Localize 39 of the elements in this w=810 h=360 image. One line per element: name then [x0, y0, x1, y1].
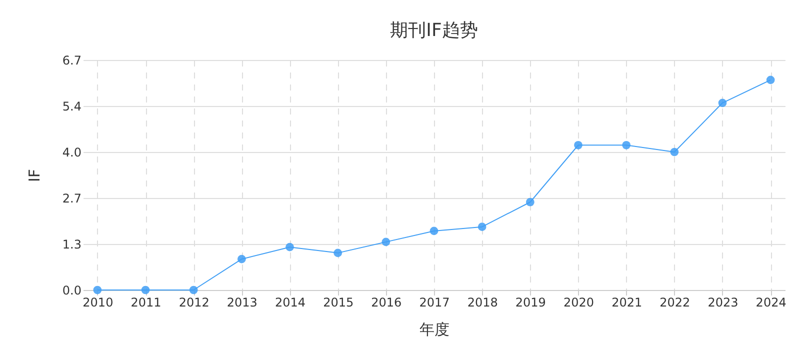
- x-tick-label: 2021: [612, 296, 642, 310]
- point: [286, 242, 294, 252]
- x-tick-label: 2011: [130, 296, 162, 310]
- point: [382, 238, 390, 246]
- point: [766, 76, 775, 84]
- point: [574, 140, 582, 150]
- x-tick-label: 2017: [419, 296, 450, 310]
- point: [334, 248, 342, 258]
- x-tick-label: 2020: [563, 296, 594, 310]
- chart-title: 期刊IF趋势: [390, 20, 478, 41]
- y-tick-label: 6.7: [62, 54, 82, 68]
- x-axis-title: 年度: [420, 320, 450, 338]
- y-tick-label: 0.0: [62, 284, 82, 298]
- point: [478, 222, 486, 232]
- y-tick-label: 1.3: [62, 238, 82, 252]
- y-tick-label: 4.0: [62, 146, 82, 160]
- point: [237, 254, 246, 264]
- x-tick-label: 2016: [371, 296, 402, 310]
- x-tick-label: 2014: [274, 296, 306, 310]
- point: [718, 98, 727, 108]
- x-tick-label: 2024: [756, 296, 786, 310]
- x-tick-label: 2023: [708, 296, 738, 310]
- x-tick-label: 2022: [660, 296, 690, 310]
- y-tick-label: 5.4: [62, 100, 82, 114]
- x-tick-label: 2010: [82, 296, 114, 310]
- point: [430, 226, 438, 236]
- y-axis-title: IF: [25, 168, 44, 182]
- x-tick-label: 2013: [226, 296, 258, 310]
- point: [141, 286, 150, 294]
- x-tick-label: 2018: [467, 296, 498, 310]
- point: [526, 198, 534, 206]
- x-tick-label: 2019: [515, 296, 546, 310]
- point: [622, 140, 631, 150]
- point: [670, 148, 679, 156]
- x-tick-label: 2015: [323, 296, 354, 310]
- point: [189, 286, 198, 294]
- y-tick-label: 2.7: [62, 192, 82, 206]
- x-tick-label: 2012: [178, 296, 210, 310]
- point: [93, 286, 102, 294]
